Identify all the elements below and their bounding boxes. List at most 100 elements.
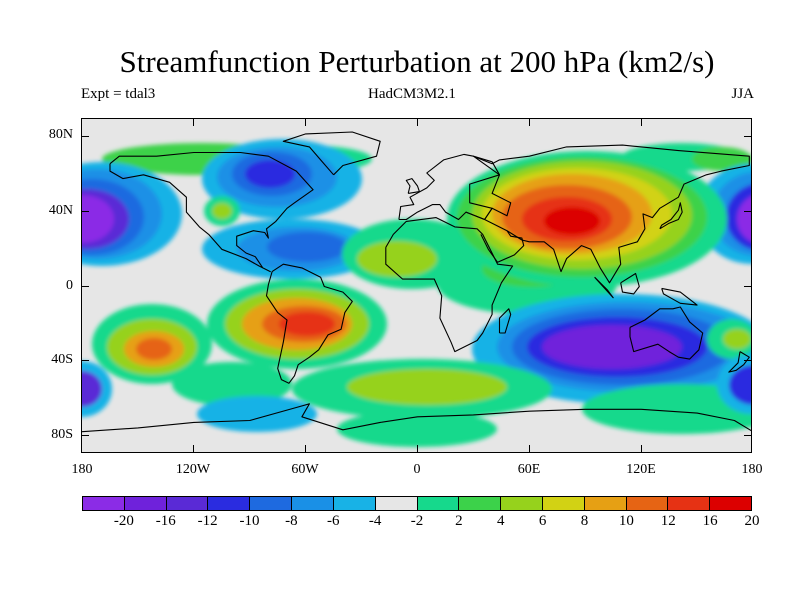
colorbar-swatch xyxy=(166,497,209,510)
colorbar-swatch xyxy=(333,497,376,510)
colorbar xyxy=(82,496,752,511)
coastline xyxy=(398,153,501,221)
y-tick xyxy=(81,136,89,137)
x-label-0: 0 xyxy=(413,462,421,477)
colorbar-label: -8 xyxy=(285,513,298,529)
colorbar-swatch xyxy=(375,497,418,510)
model-label: HadCM3M2.1 xyxy=(368,86,456,102)
contour-region xyxy=(212,203,232,219)
colorbar-swatch xyxy=(501,497,543,510)
y-tick xyxy=(81,286,89,287)
colorbar-label: -10 xyxy=(239,513,260,529)
x-label-120e: 120E xyxy=(626,462,656,477)
contour-region xyxy=(582,384,751,434)
colorbar-swatch xyxy=(208,497,251,510)
x-tick xyxy=(417,118,418,126)
x-label-60e: 60E xyxy=(517,462,541,477)
contour-region xyxy=(279,312,335,336)
colorbar-label: 6 xyxy=(538,513,547,529)
experiment-label: Expt = tdal3 xyxy=(81,86,156,102)
colorbar-swatch xyxy=(626,497,669,510)
contour-region xyxy=(729,365,751,405)
x-tick xyxy=(193,118,194,126)
colorbar-label: 16 xyxy=(702,513,718,529)
colorbar-label: -20 xyxy=(113,513,134,529)
colorbar-swatch xyxy=(584,497,627,510)
colorbar-label: 2 xyxy=(455,513,463,529)
x-tick xyxy=(529,445,530,453)
y-label-40s: 40S xyxy=(51,352,73,367)
contour-region xyxy=(245,160,295,188)
x-tick xyxy=(641,445,642,453)
coastline xyxy=(661,287,698,306)
contour-region xyxy=(172,362,292,406)
y-tick xyxy=(81,435,89,436)
coastline xyxy=(620,272,640,295)
colorbar-label: 10 xyxy=(618,513,634,529)
coastline xyxy=(385,217,514,353)
contour-region xyxy=(737,196,751,242)
colorbar-swatch xyxy=(668,497,711,510)
coastline xyxy=(659,202,683,230)
streamfunction-map xyxy=(82,131,751,447)
coastline xyxy=(265,263,353,384)
season-label: JJA xyxy=(731,86,754,102)
x-tick xyxy=(529,118,530,126)
x-label-180w: 180 xyxy=(71,462,93,477)
colorbar-swatch xyxy=(292,497,334,510)
y-tick xyxy=(744,435,752,436)
colorbar-swatch xyxy=(124,497,167,510)
plot-title: Streamfunction Perturbation at 200 hPa (… xyxy=(119,44,715,79)
contour-region xyxy=(197,396,317,432)
contour-region xyxy=(723,329,751,349)
y-tick xyxy=(744,211,752,212)
contour-region xyxy=(544,207,600,235)
y-label-eq: 0 xyxy=(66,278,73,293)
coastline xyxy=(405,178,420,194)
colorbar-swatch xyxy=(542,497,585,510)
coastline xyxy=(465,144,750,284)
x-tick xyxy=(193,445,194,453)
y-tick xyxy=(81,360,89,361)
y-tick xyxy=(81,211,89,212)
colorbar-label: -2 xyxy=(410,513,424,529)
coastline xyxy=(629,306,704,360)
colorbar-label: 12 xyxy=(660,513,676,529)
contour-region xyxy=(267,232,347,262)
x-label-60w: 60W xyxy=(291,462,319,477)
coastline xyxy=(82,403,751,433)
colorbar-label: -12 xyxy=(197,513,218,529)
contour-region xyxy=(542,325,682,369)
coastline xyxy=(498,308,512,334)
colorbar-swatch xyxy=(250,497,293,510)
colorbar-label: 4 xyxy=(497,513,505,529)
colorbar-label: -6 xyxy=(327,513,340,529)
y-label-80n: 80N xyxy=(48,127,73,142)
coastline xyxy=(109,151,314,273)
colorbar-swatch xyxy=(83,497,125,510)
coastline xyxy=(594,276,614,299)
y-tick xyxy=(744,136,752,137)
x-tick xyxy=(417,445,418,453)
contour-region xyxy=(337,411,497,447)
x-label-120w: 120W xyxy=(175,462,211,477)
colorbar-label: 8 xyxy=(580,513,589,529)
x-label-180e: 180 xyxy=(741,462,763,477)
y-tick xyxy=(744,286,752,287)
y-label-40n: 40N xyxy=(48,203,73,218)
y-tick xyxy=(744,360,752,361)
colorbar-label: 20 xyxy=(744,513,760,529)
coastline xyxy=(480,230,525,263)
colorbar-swatch xyxy=(710,497,751,510)
colorbar-swatch xyxy=(459,497,502,510)
x-tick xyxy=(305,445,306,453)
contour-region xyxy=(357,241,437,277)
contour-region xyxy=(82,195,114,243)
contour-region xyxy=(347,369,507,405)
y-label-80s: 80S xyxy=(51,427,73,442)
colorbar-swatch xyxy=(417,497,460,510)
x-tick xyxy=(641,118,642,126)
coastline xyxy=(728,351,750,373)
colorbar-label: -16 xyxy=(155,513,176,529)
map-plot-area xyxy=(81,118,752,453)
